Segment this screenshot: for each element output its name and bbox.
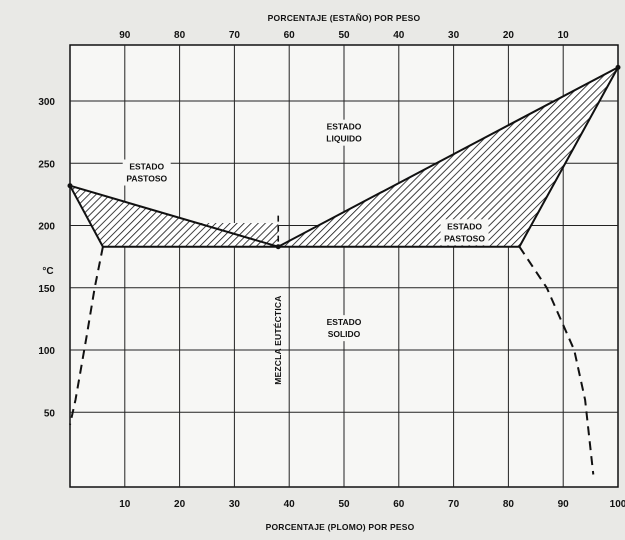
top-tick-label: 10 <box>558 30 570 41</box>
gridlines <box>70 45 618 487</box>
region-label: ESTADO PASTOSO <box>122 159 171 186</box>
bottom-tick-label: 90 <box>558 499 570 510</box>
eutectic-label: MEZCLA EUTÉCTICA <box>273 295 283 384</box>
y-tick-label: 200 <box>38 222 55 233</box>
region-label-line: ESTADO <box>447 221 482 231</box>
y-axis-unit: °C <box>42 266 53 277</box>
region-label-line: PASTOSO <box>126 174 167 184</box>
bottom-tick-label: 50 <box>338 499 350 510</box>
bottom-axis-title: PORCENTAJE (PLOMO) POR PESO <box>266 522 415 532</box>
top-axis-title: PORCENTAJE (ESTAÑO) POR PESO <box>268 13 421 23</box>
bottom-tick-label: 20 <box>174 499 186 510</box>
region-label-line: ESTADO <box>327 122 362 132</box>
region-labels: ESTADOLIQUIDOESTADOPASTOSOESTADOPASTOSOE… <box>122 119 489 342</box>
region-label-line: ESTADO <box>129 162 164 172</box>
top-tick-label: 80 <box>174 30 186 41</box>
y-tick-label: 100 <box>38 346 55 357</box>
y-tick-label: 150 <box>38 284 55 295</box>
top-tick-label: 20 <box>503 30 515 41</box>
region-label-bg <box>440 219 489 246</box>
bottom-tick-label: 80 <box>503 499 515 510</box>
top-tick-label: 50 <box>338 30 350 41</box>
solvus-line-tin <box>69 246 104 425</box>
y-axis-ticks: 50 100 150 200 250 300 <box>38 97 55 419</box>
region-label-line: SOLIDO <box>328 329 361 339</box>
melting-point <box>67 183 73 189</box>
y-tick-label: 50 <box>44 408 56 419</box>
top-tick-label: 30 <box>448 30 460 41</box>
top-tick-label: 60 <box>284 30 296 41</box>
eutectic-point <box>275 244 281 250</box>
bottom-tick-label: 70 <box>448 499 460 510</box>
top-tick-label: 90 <box>119 30 131 41</box>
top-axis-ticks: 90 80 70 60 50 40 30 20 10 <box>119 30 569 41</box>
bottom-tick-label: 10 <box>119 499 131 510</box>
bottom-tick-label: 40 <box>284 499 296 510</box>
bottom-tick-label: 30 <box>229 499 241 510</box>
y-tick-label: 250 <box>38 159 55 170</box>
top-tick-label: 40 <box>393 30 405 41</box>
region-label: ESTADO PASTOSO <box>440 219 489 246</box>
region-label-line: LIQUIDO <box>326 134 362 144</box>
bottom-tick-label: 100 <box>610 499 625 510</box>
region-label-bg <box>122 159 171 186</box>
y-tick-label: 300 <box>38 97 55 108</box>
region-label: ESTADO SOLIDO <box>320 315 368 342</box>
region-label-bg <box>320 119 368 146</box>
bottom-tick-label: 60 <box>393 499 405 510</box>
region-label-bg <box>320 315 368 342</box>
melting-point <box>615 64 621 70</box>
pastoso-band <box>102 223 279 247</box>
region-label-line: ESTADO <box>327 317 362 327</box>
region-label-line: PASTOSO <box>444 233 485 243</box>
solvus-line-lead <box>518 246 595 475</box>
bottom-axis-ticks: 10 20 30 40 50 60 70 80 90 100 <box>119 499 625 510</box>
top-tick-label: 70 <box>229 30 241 41</box>
region-label: ESTADO LIQUIDO <box>320 119 368 146</box>
